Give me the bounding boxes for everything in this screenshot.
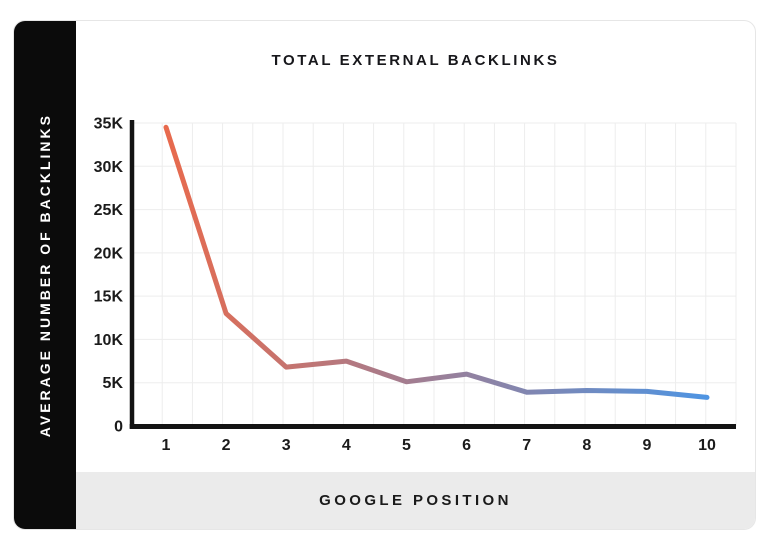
x-tick-label: 2 bbox=[222, 437, 231, 454]
x-tick-labels: 1 2 3 4 5 6 7 8 9 10 bbox=[162, 437, 716, 454]
x-tick-label: 10 bbox=[698, 437, 716, 454]
x-tick-label: 3 bbox=[282, 437, 291, 454]
x-axis-title: GOOGLE POSITION bbox=[319, 492, 512, 509]
axes bbox=[129, 120, 736, 429]
y-tick-labels: 0 5K 10K 15K 20K 25K 30K 35K bbox=[94, 116, 124, 436]
x-tick-label: 1 bbox=[162, 437, 171, 454]
chart-main: TOTAL EXTERNAL BACKLINKS 0 5K 10K 15K 20K 25K… bbox=[76, 21, 755, 529]
y-tick-label: 20K bbox=[94, 245, 124, 262]
y-axis-title-bar: AVERAGE NUMBER OF BACKLINKS bbox=[14, 21, 76, 529]
x-tick-label: 8 bbox=[582, 437, 591, 454]
chart-card: AVERAGE NUMBER OF BACKLINKS TOTAL EXTERN… bbox=[13, 20, 756, 530]
y-tick-label: 10K bbox=[94, 332, 124, 349]
y-tick-label: 15K bbox=[94, 289, 124, 306]
y-tick-label: 0 bbox=[114, 419, 123, 436]
chart-title: TOTAL EXTERNAL BACKLINKS bbox=[271, 52, 560, 69]
x-tick-label: 7 bbox=[522, 437, 531, 454]
line-chart-plot: 0 5K 10K 15K 20K 25K 30K 35K 1 2 3 4 5 6 7 8 9 10 bbox=[94, 116, 737, 454]
y-tick-label: 35K bbox=[94, 116, 124, 133]
x-axis-title-bar: GOOGLE POSITION bbox=[76, 472, 755, 529]
y-axis-title: AVERAGE NUMBER OF BACKLINKS bbox=[37, 112, 53, 438]
y-tick-label: 30K bbox=[94, 159, 124, 176]
x-tick-label: 5 bbox=[402, 437, 411, 454]
y-tick-label: 25K bbox=[94, 202, 124, 219]
data-line bbox=[163, 124, 710, 400]
x-tick-label: 4 bbox=[342, 437, 351, 454]
x-tick-label: 9 bbox=[642, 437, 651, 454]
y-tick-label: 5K bbox=[103, 375, 124, 392]
x-tick-label: 6 bbox=[462, 437, 471, 454]
